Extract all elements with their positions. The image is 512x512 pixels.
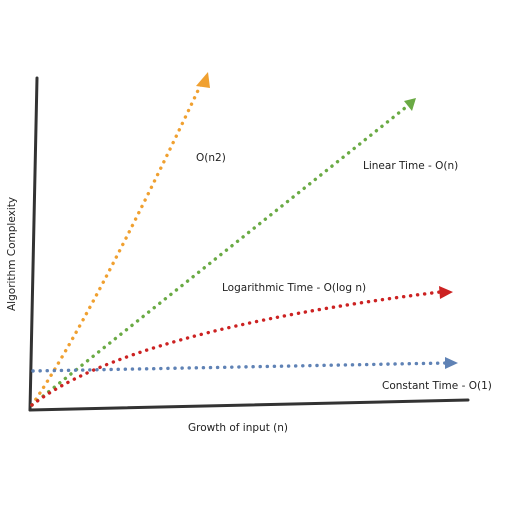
series-log-arrow: [439, 286, 453, 299]
y-axis-title: Algorithm Complexity: [6, 197, 18, 311]
label-quadratic: O(n2): [196, 152, 226, 164]
x-axis: [28, 398, 470, 412]
series-log-line: [30, 290, 442, 407]
label-logarithmic: Logarithmic Time - O(log n): [222, 282, 366, 294]
label-constant: Constant Time - O(1): [382, 380, 492, 392]
y-axis: [28, 76, 39, 412]
series-linear-line: [30, 102, 412, 407]
series-constant-line: [31, 361, 448, 373]
x-axis-title: Growth of input (n): [188, 422, 288, 434]
series-quadratic-arrow: [196, 72, 210, 88]
series-quadratic-line: [30, 80, 204, 407]
label-linear: Linear Time - O(n): [363, 160, 458, 172]
series-linear-arrow: [404, 98, 416, 111]
series-constant-arrow: [445, 357, 458, 369]
